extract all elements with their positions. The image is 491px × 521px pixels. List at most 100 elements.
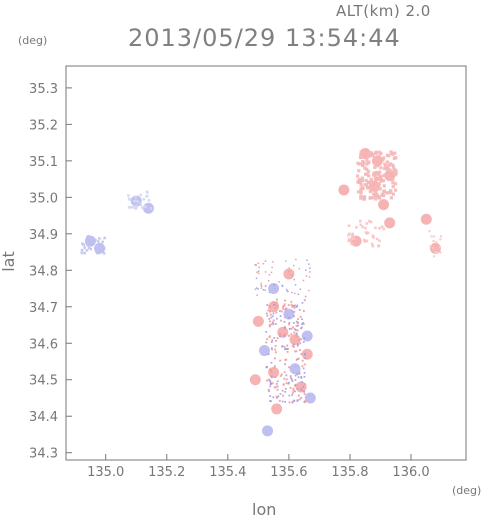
- negative-cluster-cell: [281, 285, 284, 288]
- positive-cluster-cell: [290, 333, 293, 336]
- positive-cluster-cell: [389, 196, 393, 200]
- positive-cluster-cell: [270, 271, 273, 274]
- positive-cluster-cell: [359, 183, 363, 187]
- positive-cluster-cell: [377, 195, 381, 199]
- positive-cluster-cell: [272, 261, 274, 263]
- negative-echo-layer: [80, 190, 316, 437]
- negative-cluster-cell: [299, 288, 302, 290]
- negative-cluster-cell: [83, 246, 86, 250]
- negative-cluster-cell: [281, 284, 283, 287]
- positive-cluster-cell: [385, 191, 389, 195]
- positive-cluster-cell: [260, 285, 263, 288]
- negative-cluster-cell: [98, 237, 101, 240]
- negative-cluster-cell: [270, 341, 273, 343]
- positive-cluster-cell: [385, 160, 389, 164]
- positive-cluster-cell: [274, 376, 277, 378]
- negative-cluster-cell: [262, 289, 265, 291]
- positive-cluster-cell: [268, 336, 271, 339]
- negative-cluster-cell: [102, 246, 106, 250]
- positive-cluster-cell: [269, 310, 271, 313]
- positive-cluster-cell: [379, 151, 383, 156]
- positive-cluster-cell: [274, 345, 277, 347]
- positive-cluster-cell: [262, 262, 265, 265]
- positive-cluster-cell: [285, 378, 288, 381]
- positive-cluster-cell: [360, 154, 364, 159]
- positive-cluster-cell: [362, 195, 366, 199]
- positive-cluster-cell: [372, 236, 375, 239]
- negative-cluster-cell: [290, 377, 292, 379]
- positive-cluster-cell: [283, 345, 286, 348]
- negative-cluster-cell: [308, 263, 310, 265]
- x-tick-label: 135.2: [148, 465, 185, 480]
- positive-cluster-cell: [373, 165, 377, 169]
- positive-cluster-cell: [280, 373, 283, 376]
- positive-cluster-cell: [365, 183, 369, 187]
- positive-cluster-cell: [364, 231, 368, 234]
- negative-cluster-cell: [271, 321, 274, 324]
- positive-cluster-cell: [361, 225, 364, 229]
- negative-cluster-cell: [295, 358, 298, 361]
- negative-cluster-cell: [291, 401, 294, 404]
- positive-cluster-cell: [360, 176, 364, 180]
- positive-cluster-cell: [351, 233, 354, 237]
- positive-cluster-cell: [365, 222, 369, 225]
- y-tick-label: 35.2: [29, 118, 58, 133]
- y-tick: 35.0: [29, 191, 72, 206]
- positive-cluster-cell: [393, 151, 397, 155]
- x-axis-ticks: 135.0 135.2 135.4 135.6 135.8 136.0: [87, 454, 430, 480]
- positive-cluster-cell: [375, 193, 379, 197]
- positive-cluster-cell: [275, 395, 278, 398]
- positive-cluster-cell: [260, 287, 263, 289]
- positive-cluster-cell: [352, 237, 356, 240]
- positive-cluster-cell: [383, 162, 387, 166]
- positive-cluster-cell: [267, 378, 270, 381]
- y-tick-label: 34.5: [29, 374, 58, 389]
- negative-cluster-cell: [284, 363, 286, 366]
- negative-cluster-cell: [146, 191, 149, 194]
- negative-cluster-cell: [304, 353, 306, 355]
- positive-cluster-cell: [293, 331, 296, 334]
- positive-cluster-cell: [274, 357, 276, 360]
- positive-cluster-cell: [377, 184, 381, 188]
- negative-cluster-cell: [281, 400, 284, 403]
- positive-cluster-cell: [364, 226, 367, 230]
- positive-cluster-cell: [275, 339, 277, 342]
- x-axis-title: lon: [252, 500, 277, 519]
- positive-cluster-cell: [385, 153, 390, 157]
- positive-cluster-cell: [363, 166, 367, 170]
- negative-cluster-cell: [273, 284, 275, 286]
- positive-cluster-cell: [368, 190, 372, 194]
- positive-cluster-cell: [365, 172, 369, 177]
- positive-cluster-cell: [274, 307, 277, 309]
- negative-cluster-cell: [302, 386, 305, 388]
- negative-cluster-cell: [94, 249, 98, 253]
- positive-cluster-cell: [297, 394, 300, 397]
- negative-cluster-cell: [99, 246, 102, 249]
- positive-cluster-cell: [377, 244, 381, 247]
- positive-cluster-cell: [280, 310, 283, 313]
- negative-cluster-cell: [135, 199, 139, 203]
- negative-cluster-cell: [86, 243, 89, 247]
- positive-cluster-cell: [303, 393, 306, 396]
- negative-cluster-cell: [295, 332, 298, 335]
- positive-cluster-cell: [374, 150, 378, 154]
- negative-cluster-cell: [268, 324, 271, 327]
- positive-cluster-cell: [269, 313, 272, 316]
- negative-cluster-cell: [303, 337, 306, 340]
- positive-cluster-cell: [358, 162, 362, 166]
- positive-cluster-cell: [260, 284, 262, 286]
- y-tick: 35.3: [29, 82, 72, 97]
- positive-cluster-cell: [294, 292, 296, 295]
- positive-cluster-cell: [287, 382, 290, 385]
- positive-cluster-cell: [385, 174, 389, 178]
- negative-cluster-cell: [92, 239, 95, 242]
- negative-echo-point: [268, 283, 280, 295]
- negative-cluster-cell: [283, 335, 285, 337]
- negative-cluster-cell: [255, 277, 258, 280]
- positive-cluster-cell: [374, 197, 378, 201]
- negative-echo-point: [301, 330, 313, 342]
- y-tick-label: 34.7: [29, 301, 58, 316]
- negative-cluster-cell: [80, 248, 84, 252]
- negative-cluster-cell: [264, 285, 267, 287]
- positive-cluster-cell: [308, 276, 311, 278]
